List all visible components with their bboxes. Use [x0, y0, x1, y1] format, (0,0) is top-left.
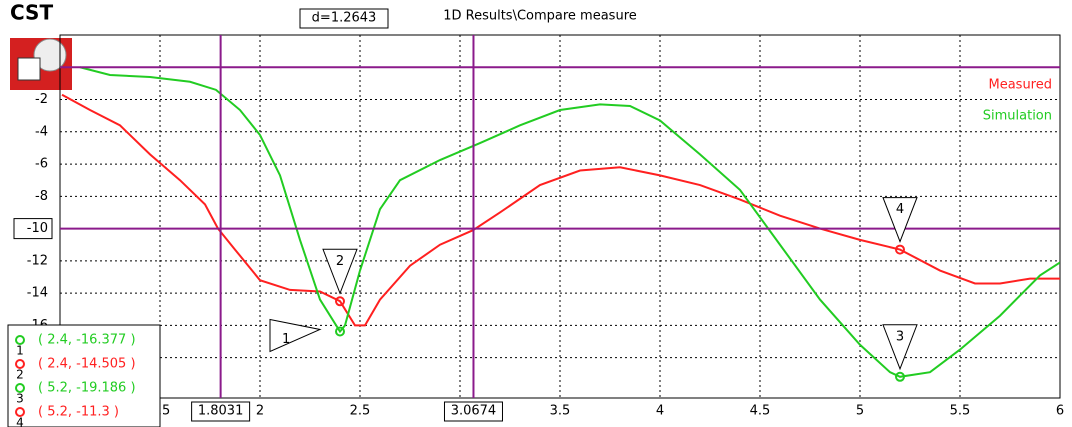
y-tick-label: -2 [35, 92, 48, 107]
plot-area [61, 66, 1060, 378]
delta-box [299, 8, 389, 29]
series-line [61, 93, 1060, 327]
marker-list-number: 2 [16, 368, 24, 382]
y-tick-label: -12 [27, 253, 48, 268]
marker-flag-label: 3 [896, 329, 904, 344]
x-tick-label: 5.5 [950, 404, 971, 419]
y-tick-label: -8 [35, 189, 48, 204]
y-tick-label: -10 [27, 221, 48, 236]
marker-list-icon [15, 335, 25, 345]
marker-list-icon [15, 359, 25, 369]
marker-flag [882, 324, 918, 371]
cursor-label-box [443, 401, 503, 422]
marker-point [335, 326, 345, 337]
x-tick-label: 2 [256, 404, 264, 419]
x-tick-label: 4 [656, 404, 664, 419]
marker-list-number: 1 [16, 344, 24, 358]
marker-flag [882, 197, 918, 243]
x-tick-label: 3.5 [550, 404, 571, 419]
marker-point [895, 244, 905, 255]
marker-point [895, 371, 905, 382]
marker-list-entry: ( 5.2, -11.3 ) [38, 405, 119, 420]
x-tick-label: 5 [856, 404, 864, 419]
marker-list-number: 4 [16, 416, 24, 427]
y-tick-label: -4 [35, 124, 48, 139]
cursor-label: 3.0674 [451, 404, 497, 419]
marker-flag-label: 1 [282, 332, 290, 347]
legend-entry: Simulation [983, 109, 1052, 124]
marker-flag [269, 318, 322, 353]
plot-frame [59, 34, 1061, 399]
chart-title: 1D Results\Compare measure [443, 9, 637, 24]
legend-entry: Measured [988, 78, 1052, 93]
cursor-label-box [191, 401, 251, 422]
marker-list-icon [15, 407, 25, 417]
x-tick-label: 4.5 [750, 404, 771, 419]
marker-flag-label: 4 [896, 202, 904, 217]
marker-list [7, 324, 161, 427]
cursor-label: 1.8031 [198, 404, 244, 419]
marker-list-number: 3 [16, 392, 24, 406]
marker-point [335, 296, 345, 307]
y-tick-label: -14 [27, 286, 48, 301]
logo: CST [10, 1, 72, 90]
x-tick-label: 2.5 [350, 404, 371, 419]
cursor-label-box [13, 218, 53, 240]
logo-cube [17, 57, 41, 81]
series-line [79, 66, 1060, 378]
x-tick-label: 6 [1056, 404, 1064, 419]
marker-list-entry: ( 2.4, -14.505 ) [38, 357, 136, 372]
delta-label: d=1.2643 [312, 11, 377, 26]
marker-list-icon [15, 383, 25, 393]
marker-flag [322, 248, 358, 295]
logo-text: CST [10, 1, 53, 25]
y-tick-label: -6 [35, 157, 48, 172]
logo-sphere [33, 38, 67, 72]
marker-flag-label: 2 [336, 254, 344, 269]
marker-list-entry: ( 2.4, -16.377 ) [38, 333, 136, 348]
marker-list-entry: ( 5.2, -19.186 ) [38, 381, 136, 396]
